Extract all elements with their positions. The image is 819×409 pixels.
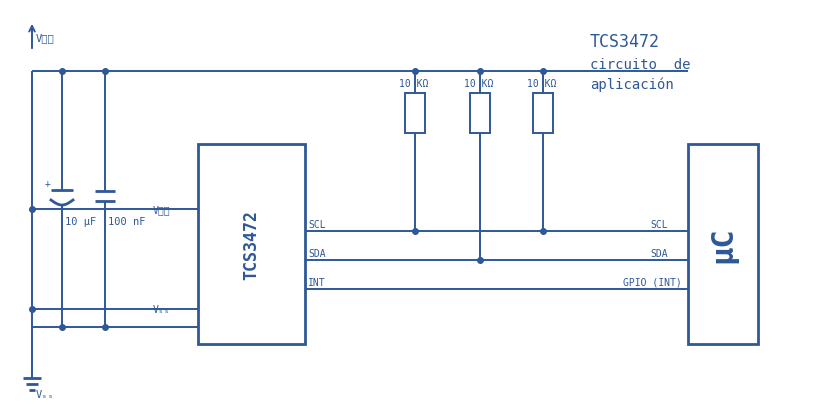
Text: +: + [45,179,51,189]
Bar [197,145,305,344]
Bar [532,94,552,134]
Text: INT: INT [308,277,325,287]
Bar [469,94,490,134]
Text: SDA: SDA [649,248,667,258]
Text: SCL: SCL [649,220,667,229]
Text: GPIO (INT): GPIO (INT) [622,277,681,287]
Text: Vᴅᴅ: Vᴅᴅ [153,204,170,214]
Text: Vₛₛ: Vₛₛ [153,304,170,314]
Text: 10 KΩ: 10 KΩ [527,79,556,89]
Text: μC: μC [708,226,736,263]
Text: circuito  de: circuito de [590,58,690,72]
Text: SCL: SCL [308,220,325,229]
Bar [405,94,424,134]
Bar [687,145,757,344]
Text: SDA: SDA [308,248,325,258]
Text: 100 nF: 100 nF [108,216,145,227]
Text: aplicación: aplicación [590,78,673,92]
Text: 10 KΩ: 10 KΩ [399,79,428,89]
Text: 10 KΩ: 10 KΩ [464,79,493,89]
Text: Vₛₛ: Vₛₛ [36,389,55,399]
Text: TCS3472: TCS3472 [590,33,659,51]
Text: TCS3472: TCS3472 [242,209,260,279]
Text: 10 μF: 10 μF [65,216,96,227]
Text: Vᴅᴅ: Vᴅᴅ [36,33,55,43]
